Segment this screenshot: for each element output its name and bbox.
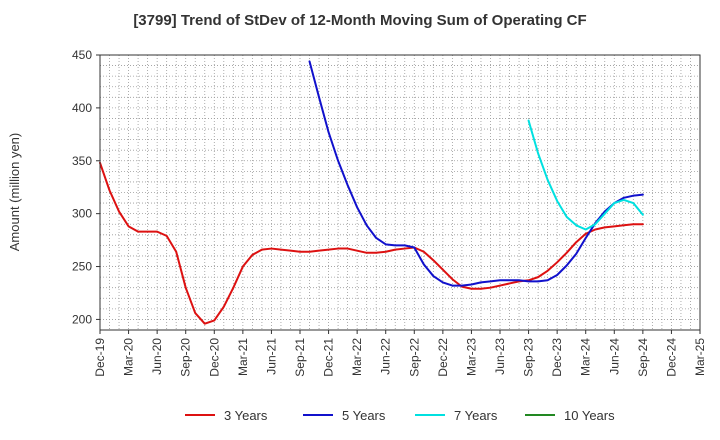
x-tick-label: Jun-22: [379, 338, 393, 375]
x-tick-label: Sep-23: [522, 338, 536, 377]
x-tick-label: Sep-22: [407, 338, 421, 377]
x-tick-label: Mar-24: [579, 338, 593, 376]
x-tick-label: Sep-21: [293, 338, 307, 377]
x-tick-label: Jun-23: [493, 338, 507, 375]
x-tick-label: Dec-23: [550, 338, 564, 377]
x-tick-label: Dec-22: [436, 338, 450, 377]
x-tick-label: Jun-21: [264, 338, 278, 375]
series-lines: [99, 60, 644, 325]
series-line-3-years: [99, 161, 644, 325]
x-tick-label: Dec-21: [322, 338, 336, 377]
y-tick-label: 450: [72, 48, 92, 62]
x-tick-label: Mar-20: [122, 338, 136, 376]
x-tick-label: Sep-20: [179, 338, 193, 377]
y-tick-label: 250: [72, 260, 92, 274]
x-tick-label: Jun-20: [150, 338, 164, 375]
y-tick-label: 350: [72, 154, 92, 168]
y-tick-label: 300: [72, 207, 92, 221]
legend-label-5-years: 5 Years: [342, 408, 386, 423]
x-tick-label: Mar-25: [693, 338, 707, 376]
plot-border: [99, 54, 701, 331]
chart-title: [3799] Trend of StDev of 12-Month Moving…: [133, 12, 587, 29]
x-tick-label: Mar-23: [464, 338, 478, 376]
x-tick-label: Dec-19: [93, 338, 107, 377]
x-tick-label: Dec-20: [207, 338, 221, 377]
grid-lines: [100, 55, 700, 330]
y-tick-label: 200: [72, 312, 92, 326]
legend-label-7-years: 7 Years: [454, 408, 498, 423]
series-line-5-years: [308, 60, 644, 287]
x-tick-label: Dec-24: [664, 338, 678, 377]
y-axis-label: Amount (million yen): [7, 133, 22, 252]
x-tick-label: Sep-24: [636, 338, 650, 377]
y-tick-label: 400: [72, 101, 92, 115]
legend-label-10-years: 10 Years: [564, 408, 615, 423]
legend-label-3-years: 3 Years: [224, 408, 268, 423]
x-tick-label: Mar-21: [236, 338, 250, 376]
legend: 3 Years 5 Years 7 Years 10 Years: [185, 408, 615, 423]
series-line-7-years: [527, 119, 644, 231]
x-tick-label: Jun-24: [607, 338, 621, 375]
x-tick-label: Mar-22: [350, 338, 364, 376]
axes: 200 250 300 350 400 450 Dec-19 Mar-20 Jun-20 Sep-…: [72, 48, 707, 377]
